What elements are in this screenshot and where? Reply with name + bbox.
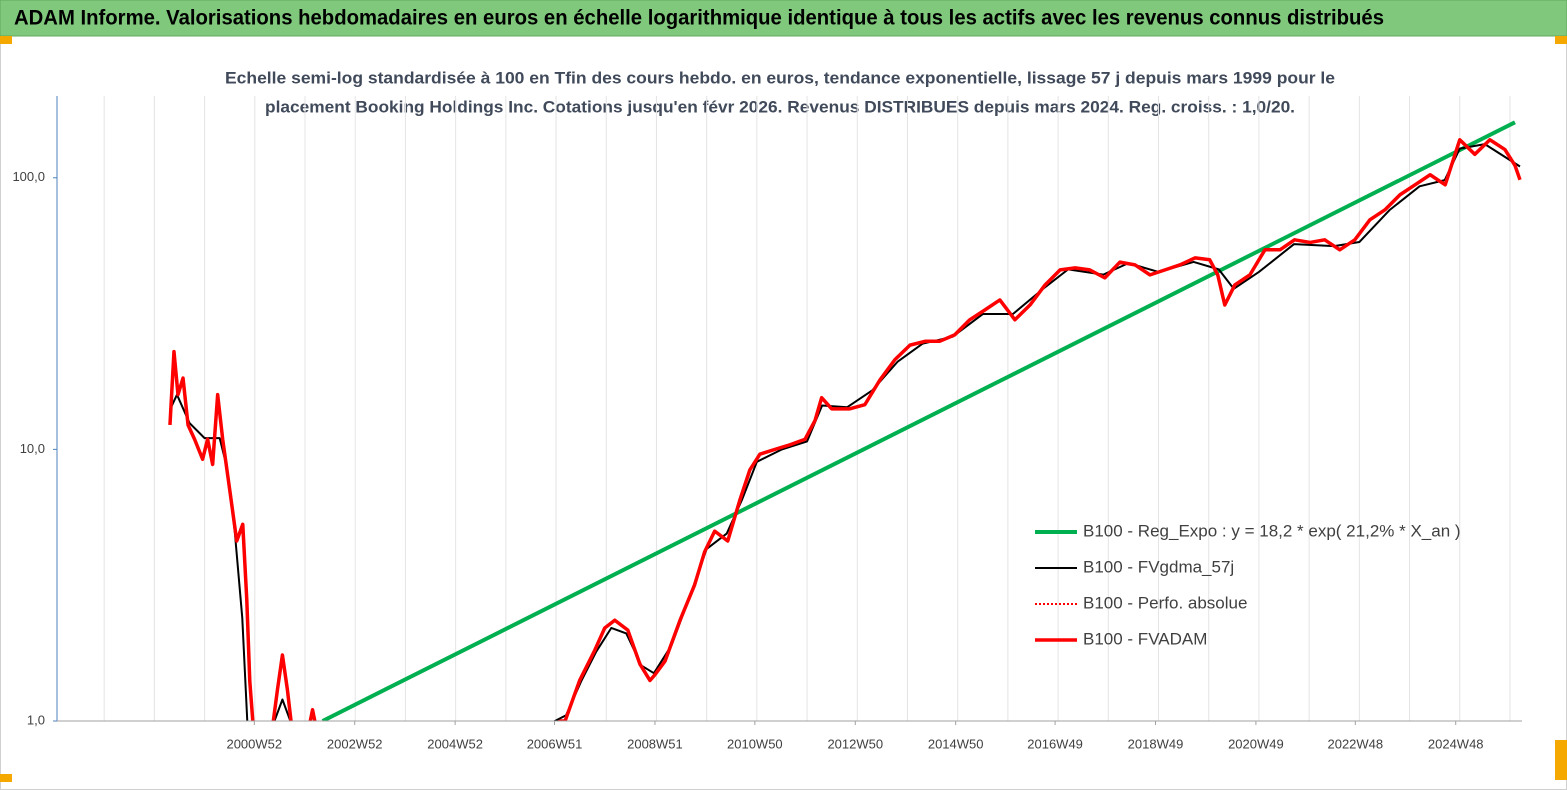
x-tick-label: 2010W50 [727,736,783,751]
corner-marker [1555,740,1567,780]
legend-label: B100 - Perfo. absolue [1083,593,1247,612]
x-tick-label: 2014W50 [928,736,984,751]
x-tick-label: 2018W49 [1128,736,1184,751]
x-tick-label: 2012W50 [827,736,883,751]
y-tick-label: 10,0 [20,441,45,456]
x-tick-label: 2000W52 [226,736,282,751]
x-tick-label: 2008W51 [627,736,683,751]
x-tick-label: 2016W49 [1027,736,1083,751]
legend-label: B100 - FVADAM [1083,629,1207,648]
legend-label: B100 - Reg_Expo : y = 18,2 * exp( 21,2% … [1083,521,1461,540]
x-tick-label: 2024W48 [1428,736,1484,751]
chart-subtitle: Echelle semi-log standardisée à 100 en T… [225,69,1335,87]
series-line [168,138,1522,721]
x-tick-label: 2002W52 [327,736,383,751]
y-tick-label: 100,0 [12,169,45,184]
y-tick-label: 1,0 [27,712,45,727]
x-tick-label: 2020W49 [1228,736,1284,751]
series-line [169,143,1521,721]
series-line [321,120,1516,721]
legend-label: B100 - FVgdma_57j [1083,557,1234,576]
header-bar [0,0,1567,37]
legend: B100 - Reg_Expo : y = 18,2 * exp( 21,2% … [1035,521,1461,648]
corner-marker [0,36,12,44]
x-tick-label: 2004W52 [427,736,483,751]
x-tick-label: 2022W48 [1327,736,1383,751]
chart-title: ADAM Informe. Valorisations hebdomadaire… [14,7,1384,30]
grid [53,96,1511,725]
x-tick-label: 2006W51 [527,736,583,751]
corner-marker [0,774,12,782]
corner-marker [1555,36,1567,44]
plot-area [168,120,1522,721]
chart-subtitle: placement Booking Holdings Inc. Cotation… [265,98,1295,116]
